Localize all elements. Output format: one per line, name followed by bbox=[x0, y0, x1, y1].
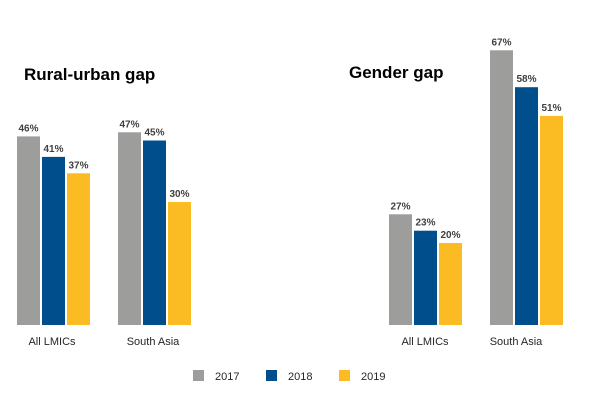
legend-label-2017: 2017 bbox=[215, 371, 239, 383]
legend-label-2019: 2019 bbox=[361, 371, 385, 383]
data-label-1-1-2018: 58% bbox=[516, 74, 536, 85]
category-label-0-1: South Asia bbox=[127, 336, 180, 348]
bar-1-1-2017 bbox=[490, 50, 513, 326]
bar-0-1-2019 bbox=[168, 202, 191, 325]
data-label-1-1-2019: 51% bbox=[541, 103, 561, 114]
data-label-1-0-2018: 23% bbox=[415, 218, 435, 229]
bar-1-0-2017 bbox=[389, 214, 412, 325]
legend-label-2018: 2018 bbox=[288, 371, 312, 383]
data-label-0-0-2019: 37% bbox=[68, 160, 88, 171]
data-label-0-0-2018: 41% bbox=[43, 144, 63, 155]
data-label-0-1-2018: 45% bbox=[144, 128, 164, 139]
bar-1-1-2019 bbox=[540, 115, 563, 326]
data-label-1-0-2019: 20% bbox=[440, 230, 460, 241]
chart-panel-1: 27% 23% 20% All LMICs 67% 58% 51% South Asia bbox=[389, 37, 563, 348]
data-label-0-1-2019: 30% bbox=[169, 189, 189, 200]
data-label-1-1-2017: 67% bbox=[491, 37, 511, 48]
bar-0-0-2017 bbox=[17, 136, 40, 325]
chart-panel-0: 46% 41% 37% All LMICs 47% 45% 30% South Asia bbox=[17, 119, 191, 348]
data-label-0-1-2017: 47% bbox=[119, 119, 139, 130]
bar-0-0-2018 bbox=[42, 156, 65, 325]
category-label-0-0: All LMICs bbox=[28, 336, 76, 348]
legend-swatch-2019 bbox=[339, 370, 350, 381]
legend-swatch-2017 bbox=[193, 370, 204, 381]
category-label-1-0: All LMICs bbox=[401, 336, 449, 348]
data-label-1-0-2017: 27% bbox=[390, 201, 410, 212]
data-label-0-0-2017: 46% bbox=[18, 123, 38, 134]
bar-0-0-2019 bbox=[67, 173, 90, 325]
bar-1-0-2018 bbox=[414, 230, 437, 325]
panel-title-gender: Gender gap bbox=[349, 63, 443, 82]
legend-swatch-2018 bbox=[266, 370, 277, 381]
bar-0-1-2018 bbox=[143, 140, 166, 325]
bar-1-0-2019 bbox=[439, 243, 462, 325]
bar-0-1-2017 bbox=[118, 132, 141, 325]
bar-1-1-2018 bbox=[515, 87, 538, 325]
legend: 2017 2018 2019 bbox=[193, 370, 385, 383]
category-label-1-1: South Asia bbox=[490, 336, 543, 348]
panel-title-rural-urban: Rural-urban gap bbox=[24, 65, 155, 84]
